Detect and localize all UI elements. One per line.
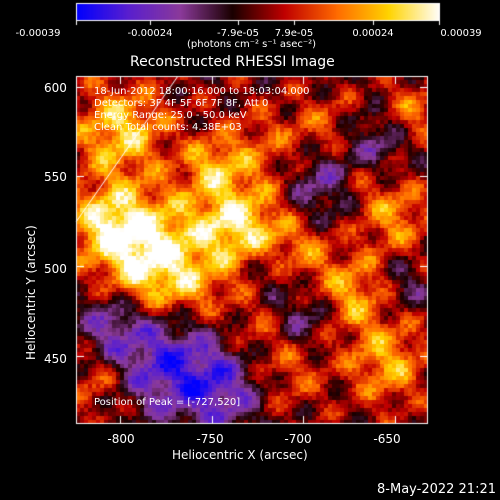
colorbar-tick-label: -0.00024 bbox=[127, 28, 173, 39]
energy-range-label: Energy Range: 25.0 - 50.0 keV bbox=[94, 110, 247, 121]
colorbar-tick-label: 7.9e-05 bbox=[274, 28, 314, 39]
y-axis-label: Heliocentric Y (arcsec) bbox=[24, 225, 38, 360]
colorbar-tick-label: 0.00024 bbox=[352, 28, 394, 39]
colorbar-tick-label: -7.9e-05 bbox=[217, 28, 259, 39]
colorbar-tick-label: 0.00039 bbox=[440, 28, 482, 39]
y-tick-label: 450 bbox=[44, 352, 67, 366]
x-tick-label: -700 bbox=[284, 432, 312, 446]
x-tick-label: -750 bbox=[196, 432, 224, 446]
plot-date-label: 8-May-2022 21:21 bbox=[377, 482, 496, 497]
x-tick-label: -800 bbox=[107, 432, 135, 446]
y-tick-label: 550 bbox=[44, 170, 67, 184]
detectors-label: Detectors: 3F 4F 5F 6F 7F 8F, Att 0 bbox=[94, 98, 269, 109]
colorbar-units-label: (photons cm⁻² s⁻¹ asec⁻²) bbox=[187, 39, 317, 50]
algorithm-counts-label: Clean Total counts: 4.38E+03 bbox=[94, 122, 242, 133]
plot-title: Reconstructed RHESSI Image bbox=[130, 54, 335, 70]
y-tick-label: 600 bbox=[44, 81, 67, 95]
time-range-label: 18-Jun-2012 18:00:16.000 to 18:03:04.000 bbox=[94, 86, 310, 97]
peak-position-label: Position of Peak = [-727,520] bbox=[94, 397, 241, 408]
x-axis-label: Heliocentric X (arcsec) bbox=[172, 448, 308, 462]
colorbar-tick-label: -0.00039 bbox=[15, 28, 61, 39]
x-tick-label: -650 bbox=[373, 432, 401, 446]
y-tick-label: 500 bbox=[44, 262, 67, 276]
